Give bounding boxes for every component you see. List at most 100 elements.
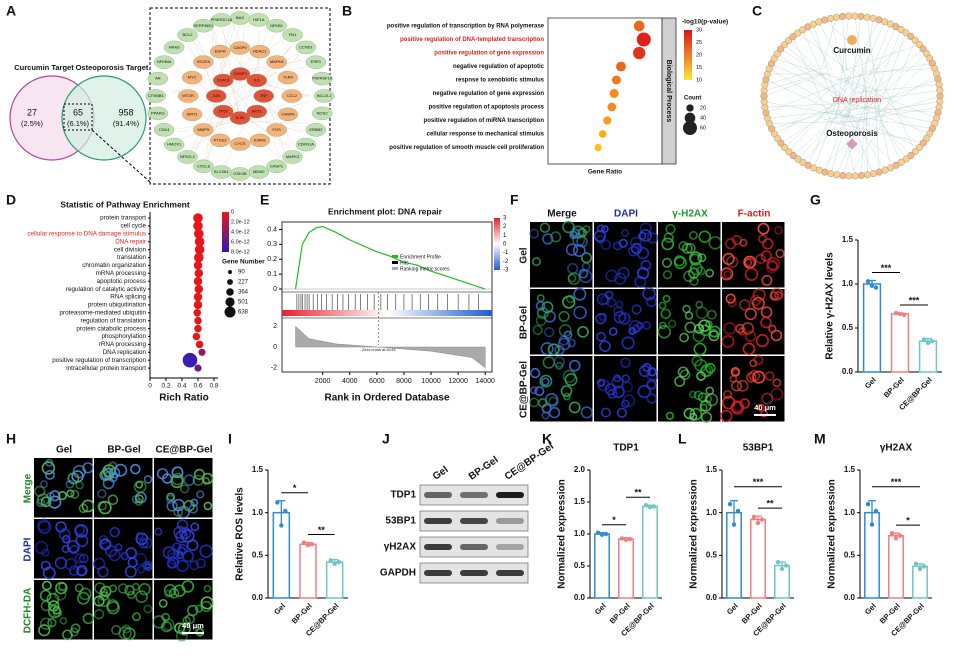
cell: [708, 330, 720, 342]
network-edge: [865, 29, 902, 120]
cell: [180, 484, 190, 494]
cell: [628, 319, 643, 334]
cell: [618, 238, 628, 248]
network-node: [789, 33, 797, 41]
x-tick-label: 12000: [448, 378, 468, 385]
dot: [198, 348, 206, 356]
gene-label: HDAC1: [253, 49, 267, 54]
y-tick-label: 0.5: [844, 550, 856, 559]
network-edge: [792, 36, 832, 122]
cell: [196, 490, 205, 499]
network-edge: [861, 26, 896, 105]
cell: [764, 371, 775, 381]
point: [873, 285, 879, 290]
point: [893, 310, 899, 316]
cell: [630, 236, 642, 249]
cell: [164, 589, 173, 598]
cell: [662, 294, 671, 303]
network-edge: [261, 83, 311, 97]
colorbar-tick: 0: [503, 242, 507, 248]
enrichment-line: [294, 225, 486, 290]
cell: [40, 560, 51, 571]
cell: [757, 222, 770, 235]
point: [917, 566, 923, 572]
cell: [166, 500, 178, 512]
cell: [143, 475, 153, 484]
cell: [34, 485, 46, 497]
row-label: DAPI: [23, 537, 34, 561]
network-node: [282, 28, 303, 42]
y-tick-label: 1.0: [842, 279, 854, 288]
column-label: γ-H2AX: [672, 209, 708, 220]
colorbar-tick: -1: [503, 250, 509, 256]
y-tick-label: 1.0: [574, 529, 586, 538]
cell: [66, 489, 75, 498]
network-edge: [866, 17, 880, 115]
network-node: [177, 89, 199, 103]
cell: [744, 307, 757, 321]
cell: [78, 553, 89, 564]
colorbar-tick: 6.0e-12: [231, 239, 250, 245]
gene-label: HRAS: [169, 44, 180, 49]
cell: [40, 496, 52, 508]
size-label: 227: [238, 280, 249, 286]
network-node: [266, 55, 287, 69]
cell: [75, 480, 84, 490]
cell: [774, 291, 783, 300]
cell: [615, 300, 624, 309]
network-edge: [784, 44, 826, 80]
gene-label: SERPINE1: [194, 23, 215, 28]
cell: [568, 359, 581, 372]
cell: [683, 270, 695, 283]
network-edge: [833, 84, 856, 176]
y-tick-label: 1.0: [844, 508, 856, 517]
point: [627, 536, 633, 542]
x-tick-label: 0.6: [193, 383, 202, 390]
cell: [154, 527, 163, 536]
gene-label: HIF1A: [253, 17, 265, 22]
gene-label: CASP3: [233, 71, 247, 76]
y-axis-label: Normalized expression: [689, 479, 700, 588]
network-node: [857, 172, 865, 180]
zero-cross-label: Zero cross at 6143: [362, 347, 396, 352]
cell: [49, 490, 61, 502]
dot: [194, 284, 204, 294]
point: [889, 530, 895, 536]
cell: [171, 466, 184, 479]
cell: [120, 551, 129, 561]
point: [651, 504, 657, 509]
cell: [662, 270, 673, 280]
gene-label: ICAM1: [254, 137, 267, 142]
panel-letter: C: [752, 3, 762, 19]
y-axis-label: Relative ROS levels: [235, 487, 246, 581]
panel-title: Enrichment plot: DNA repair: [328, 206, 443, 216]
y-tick-label: 1.5: [844, 465, 856, 474]
cell: [638, 364, 651, 378]
cell: [135, 590, 148, 603]
x-tick-label: 0.4: [177, 383, 186, 390]
cell: [568, 401, 581, 414]
cell: [689, 276, 699, 286]
cell: [613, 311, 627, 324]
network-edge: [797, 32, 853, 74]
cell: [597, 378, 606, 387]
y-tick-label: DNA repair: [115, 238, 146, 245]
cell: [158, 598, 168, 608]
cell: [668, 319, 677, 328]
cell: [547, 343, 560, 356]
cell: [65, 479, 75, 489]
scale-label: 40 μm: [754, 403, 776, 412]
cell: [599, 340, 611, 353]
network-edge: [788, 67, 868, 152]
point: [595, 530, 601, 535]
cell: [689, 412, 698, 421]
network-edge: [848, 125, 882, 177]
dot: [636, 32, 651, 47]
hub-node: [846, 138, 858, 150]
cell: [600, 239, 612, 250]
network-edge: [874, 117, 912, 156]
cell: [64, 558, 77, 571]
blot-band: [460, 518, 488, 524]
size-label: 90: [238, 270, 245, 276]
cell: [127, 590, 136, 600]
